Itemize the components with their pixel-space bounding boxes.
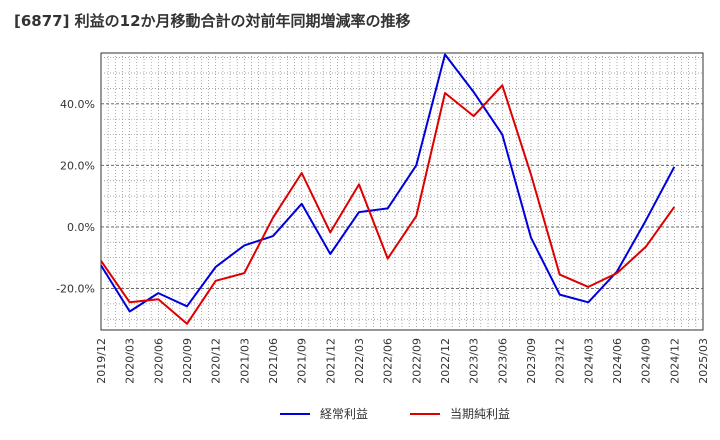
y-tick-label: 20.0% xyxy=(60,159,95,172)
x-tick-label: 2020/12 xyxy=(210,338,223,384)
x-tick-label: 2019/12 xyxy=(95,338,108,384)
y-tick-label: -20.0% xyxy=(56,282,95,295)
grid xyxy=(101,53,703,330)
series-lines xyxy=(100,53,676,325)
x-tick-label: 2022/06 xyxy=(382,338,395,384)
x-tick-label: 2020/06 xyxy=(152,338,165,384)
series-line-1 xyxy=(100,53,676,313)
x-tick-label: 2023/09 xyxy=(525,338,538,384)
x-axis-ticks: 2019/12 2020/03 2020/06 2020/09 2020/12 2021/… xyxy=(95,338,710,384)
x-tick-label: 2024/03 xyxy=(582,338,595,384)
x-tick-label: 2023/12 xyxy=(554,338,567,384)
x-tick-label: 2021/09 xyxy=(296,338,309,384)
x-tick-label: 2021/03 xyxy=(238,338,251,384)
chart-title: [6877] 利益の12か月移動合計の対前年同期増減率の推移 xyxy=(14,12,411,30)
x-tick-label: 2022/12 xyxy=(439,338,452,384)
legend-label-1: 経常利益 xyxy=(320,407,368,421)
x-tick-label: 2025/03 xyxy=(697,338,710,384)
y-tick-label: 40.0% xyxy=(60,98,95,111)
x-tick-label: 2020/03 xyxy=(124,338,137,384)
x-tick-label: 2023/03 xyxy=(468,338,481,384)
x-tick-label: 2024/12 xyxy=(668,338,681,384)
legend: 経常利益 当期純利益 xyxy=(280,407,510,421)
x-tick-label: 2024/06 xyxy=(611,338,624,384)
x-tick-label: 2022/09 xyxy=(410,338,423,384)
x-tick-label: 2020/09 xyxy=(181,338,194,384)
x-tick-label: 2021/06 xyxy=(267,338,280,384)
legend-label-2: 当期純利益 xyxy=(450,407,510,421)
x-tick-label: 2021/12 xyxy=(324,338,337,384)
y-axis-ticks: -20.0% 0.0% 20.0% 40.0% xyxy=(56,98,95,296)
x-tick-label: 2023/06 xyxy=(496,338,509,384)
series-line-2 xyxy=(100,84,676,325)
x-tick-label: 2024/09 xyxy=(640,338,653,384)
x-tick-label: 2022/03 xyxy=(353,338,366,384)
y-tick-label: 0.0% xyxy=(67,221,95,234)
